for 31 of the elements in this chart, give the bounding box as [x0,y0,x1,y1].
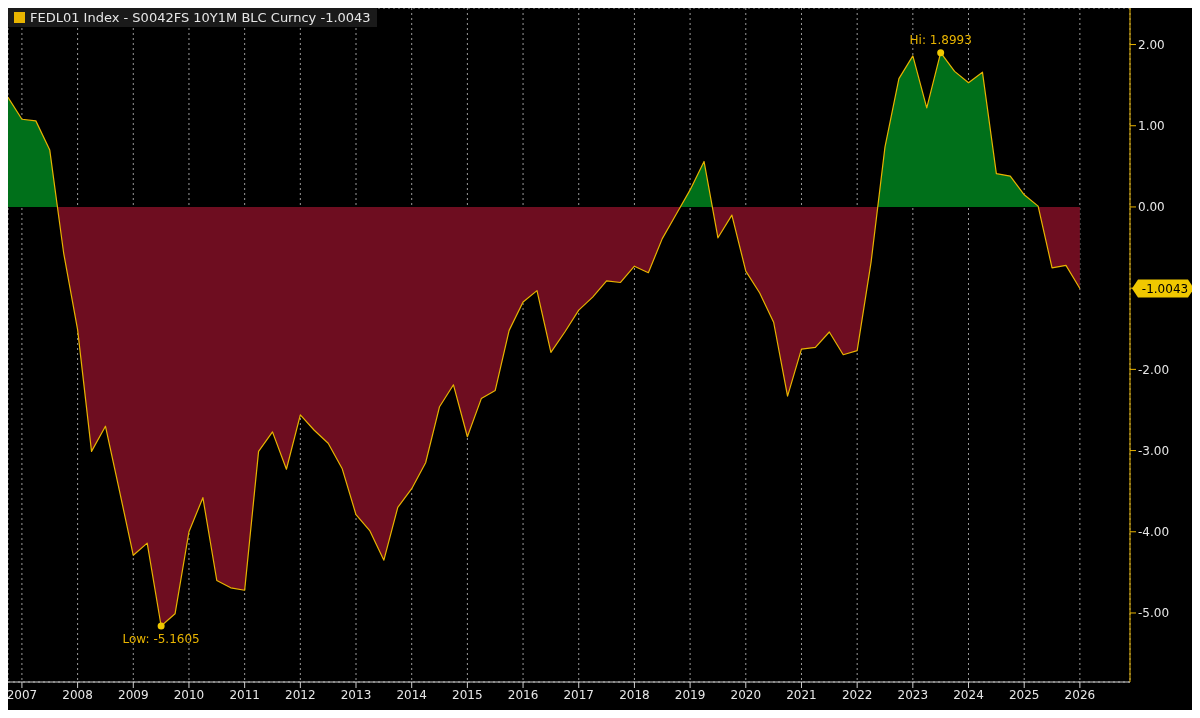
y-tick-label: -4.00 [1138,525,1170,540]
x-tick-label: 2019 [674,687,706,702]
x-tick-label: 2020 [730,687,762,702]
x-tick-label: 2009 [118,687,149,702]
x-tick-label: 2021 [786,687,817,702]
annotation: Hi: 1.8993 [909,33,972,48]
x-tick-label: 2016 [507,687,539,702]
y-tick-label: 2.00 [1138,37,1165,52]
x-tick-label: 2013 [340,687,372,702]
x-tick-label: 2007 [6,687,38,702]
x-tick-label: 2017 [563,687,595,702]
x-tick-label: 2011 [229,687,260,702]
x-tick-label: 2015 [452,687,483,702]
x-tick-label: 2022 [841,687,873,702]
text: -1.0043 [1141,281,1189,296]
annotation: Low: -5.1605 [122,632,200,647]
x-tick-label: 2025 [1008,687,1040,702]
x-tick-label: 2012 [285,687,316,702]
x-tick-label: 2018 [619,687,650,702]
y-tick-label: -3.00 [1138,443,1170,458]
y-tick-label: 1.00 [1138,119,1165,134]
y-tick-label: -2.00 [1138,362,1170,377]
legend-label: FEDL01 Index - S0042FS 10Y1M BLC Curncy -1.0043 [30,10,371,25]
x-tick-label: 2014 [396,687,427,702]
y-tick-label: 0.00 [1138,200,1165,215]
x-tick-label: 2010 [173,687,205,702]
y-tick-label: -5.00 [1138,606,1170,621]
x-tick-label: 2026 [1064,687,1096,702]
x-tick-label: 2008 [62,687,93,702]
x-tick-label: 2023 [897,687,929,702]
x-tick-label: 2024 [953,687,984,702]
